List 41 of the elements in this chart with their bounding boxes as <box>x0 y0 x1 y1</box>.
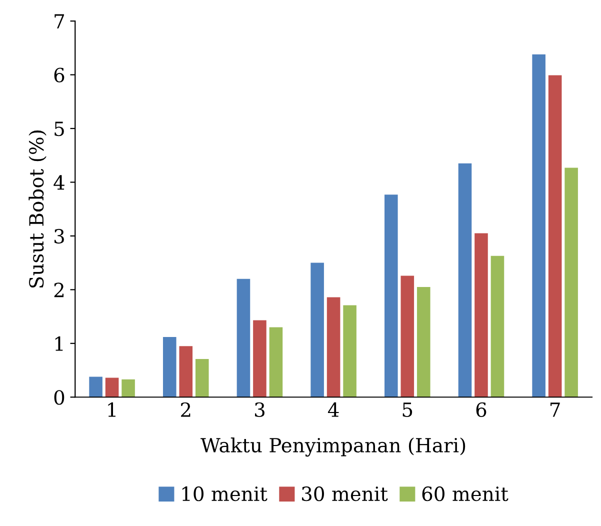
bar <box>195 358 209 398</box>
bar <box>236 278 250 398</box>
y-tick-label: 5 <box>54 122 64 136</box>
y-tick-label: 0 <box>54 390 64 405</box>
bar <box>105 378 119 398</box>
x-tick-label: 7 <box>550 402 560 417</box>
legend-label: 30 menit <box>302 486 388 502</box>
bar <box>122 379 135 398</box>
x-tick-label: 1 <box>108 402 116 417</box>
x-tick-label: 4 <box>328 402 339 417</box>
bar <box>253 320 266 398</box>
legend-label: 60 menit <box>422 486 508 502</box>
x-tick-label: 5 <box>402 402 412 418</box>
bar <box>269 327 283 398</box>
x-tick-label: 3 <box>255 402 264 418</box>
x-tick-label: 6 <box>476 402 486 418</box>
x-axis-title: Waktu Penyimpanan (Hari) <box>200 437 466 457</box>
y-tick-label: 4 <box>54 175 64 190</box>
bar <box>179 346 193 398</box>
y-tick-label: 3 <box>54 228 64 244</box>
y-tick-label: 2 <box>54 282 64 298</box>
bar <box>474 233 488 398</box>
bar <box>162 336 176 398</box>
bar <box>343 305 356 398</box>
bar <box>548 75 562 398</box>
bar <box>532 54 546 398</box>
bar <box>416 286 430 398</box>
bar <box>384 194 398 398</box>
y-tick-label: 7 <box>54 14 64 28</box>
bar <box>89 376 102 398</box>
bar <box>458 163 472 398</box>
y-tick-label: 6 <box>54 68 64 82</box>
x-tick-label: 2 <box>181 402 190 417</box>
bar <box>310 262 324 398</box>
bar <box>400 276 414 398</box>
y-axis-title: Susut Bobot (%) <box>28 130 46 288</box>
bar <box>564 168 578 398</box>
legend-label: 10 menit <box>182 486 268 502</box>
y-tick-label: 1 <box>55 336 63 351</box>
bar <box>326 297 340 398</box>
bar <box>490 256 504 398</box>
